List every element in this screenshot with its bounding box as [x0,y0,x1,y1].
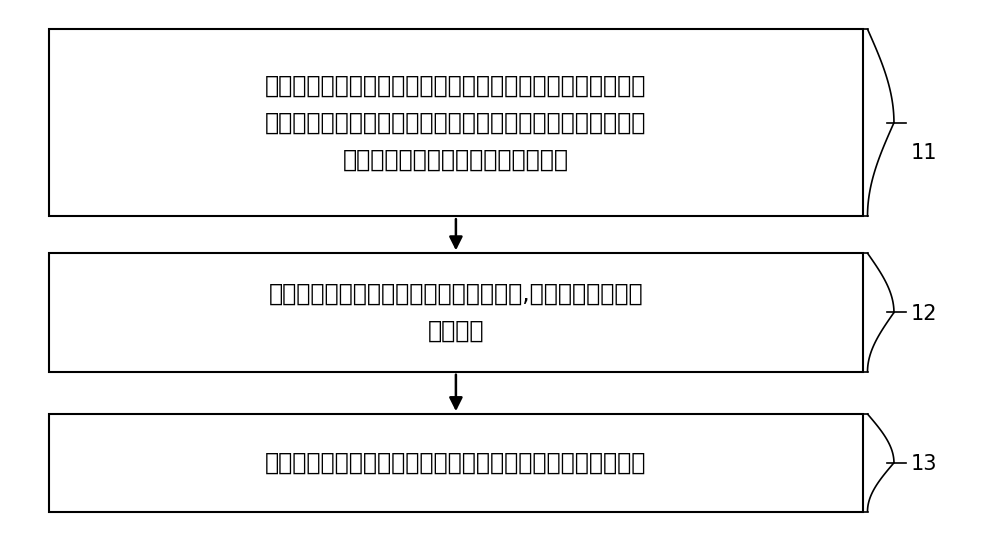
FancyBboxPatch shape [49,414,863,512]
FancyBboxPatch shape [49,29,863,216]
Text: 将输入的二进制数据流分组，每组包含多个比特；将二进制数
据流映射为相位序列，其中，一个二进制数据组通过格雷编码
被映射为预定相位集之中的一个相位: 将输入的二进制数据流分组，每组包含多个比特；将二进制数 据流映射为相位序列，其中… [265,73,647,172]
Text: 12: 12 [911,304,937,324]
Text: 将相位信号分别通过余弦函数和正弦函数转换为两路基带信号: 将相位信号分别通过余弦函数和正弦函数转换为两路基带信号 [265,451,647,475]
FancyBboxPatch shape [49,253,863,372]
Text: 11: 11 [911,143,937,163]
Text: 13: 13 [911,454,937,474]
Text: 利用预设的频率波形积分得到的相位波形,将相位序列调制为
相位信号: 利用预设的频率波形积分得到的相位波形,将相位序列调制为 相位信号 [269,282,643,343]
